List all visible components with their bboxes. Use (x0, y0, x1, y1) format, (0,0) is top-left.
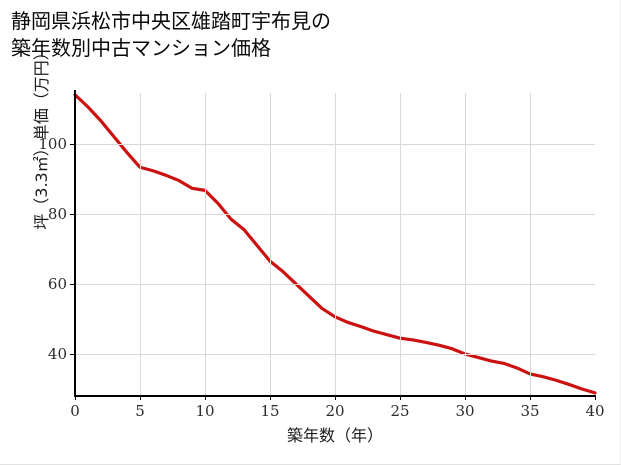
chart-title: 静岡県浜松市中央区雄踏町宇布見の 築年数別中古マンション価格 (11, 9, 331, 60)
gridline-vertical (335, 93, 336, 396)
gridline-vertical (140, 93, 141, 396)
plot-area (73, 93, 597, 396)
x-axis-tick (465, 396, 466, 400)
x-axis-tick (400, 396, 401, 400)
x-axis-tick (75, 396, 76, 400)
x-tick-label: 0 (70, 402, 80, 420)
y-tick-labels: 40 60 80 100 (0, 0, 67, 464)
gridline-vertical (270, 93, 271, 396)
y-tick-label: 100 (38, 134, 67, 153)
x-axis-tick (530, 396, 531, 400)
x-tick-label: 35 (520, 402, 540, 420)
y-axis-tick (70, 283, 75, 285)
x-tick-label: 10 (195, 402, 215, 420)
x-axis-tick (140, 396, 141, 400)
x-axis-label: 築年数（年） (286, 426, 383, 445)
y-tick-label: 60 (47, 274, 67, 293)
y-axis-line (74, 90, 76, 397)
x-tick-label: 20 (325, 402, 345, 420)
x-axis-tick (270, 396, 271, 400)
x-tick-label: 5 (135, 402, 145, 420)
y-axis-tick (70, 353, 75, 355)
x-tick-label: 30 (455, 402, 475, 420)
y-axis-label: 坪（3.3㎡）単価（万円） (32, 44, 51, 230)
x-tick-label: 40 (585, 402, 605, 420)
x-tick-label: 15 (260, 402, 280, 420)
gridline-vertical (205, 93, 206, 396)
y-tick-label: 80 (47, 204, 67, 223)
gridline-vertical (400, 93, 401, 396)
y-tick-label: 40 (47, 344, 67, 363)
x-axis-tick (335, 396, 336, 400)
x-axis-tick (595, 396, 596, 400)
y-axis-tick (70, 143, 75, 145)
x-tick-label: 25 (390, 402, 410, 420)
y-axis-tick (70, 213, 75, 215)
gridline-vertical (465, 93, 466, 396)
x-axis-tick (205, 396, 206, 400)
gridline-vertical (530, 93, 531, 396)
